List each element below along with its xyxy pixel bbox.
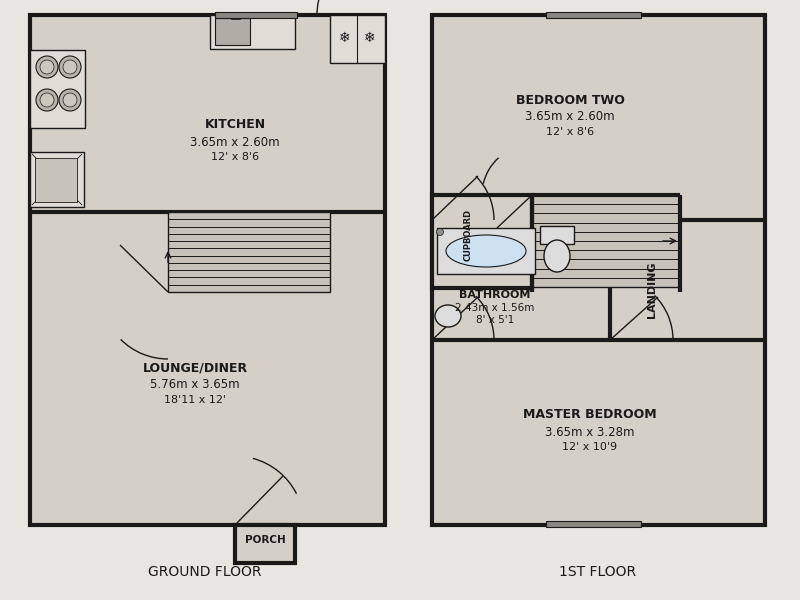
Bar [532, 195, 680, 287]
Text: CUPBOARD: CUPBOARD [463, 209, 473, 261]
Text: ❄: ❄ [339, 31, 351, 45]
Text: 12' x 8'6: 12' x 8'6 [546, 127, 594, 137]
Circle shape [40, 93, 54, 107]
Bar [540, 226, 574, 244]
Bar [30, 152, 84, 207]
Text: BEDROOM TWO: BEDROOM TWO [515, 94, 625, 107]
Bar [235, 525, 295, 563]
Text: ❄: ❄ [364, 31, 376, 45]
Ellipse shape [435, 305, 461, 327]
Bar [30, 15, 385, 525]
Bar [432, 195, 532, 288]
Text: 2.43m x 1.56m: 2.43m x 1.56m [455, 303, 534, 313]
Text: 12' x 8'6: 12' x 8'6 [211, 152, 259, 162]
Circle shape [59, 89, 81, 111]
Ellipse shape [544, 240, 570, 272]
Circle shape [36, 89, 58, 111]
Bar [215, 18, 250, 45]
Bar [30, 50, 85, 128]
Text: PORCH: PORCH [245, 535, 286, 545]
Text: LANDING: LANDING [647, 262, 657, 318]
Text: 1ST FLOOR: 1ST FLOOR [559, 565, 637, 579]
Circle shape [40, 60, 54, 74]
Text: KITCHEN: KITCHEN [205, 118, 266, 131]
Bar [330, 15, 385, 63]
Circle shape [63, 60, 77, 74]
Text: 5.76m x 3.65m: 5.76m x 3.65m [150, 379, 240, 391]
Bar [210, 15, 295, 49]
Bar [432, 15, 765, 525]
Circle shape [59, 56, 81, 78]
Text: 3.65m x 2.60m: 3.65m x 2.60m [525, 110, 615, 124]
Bar [35, 158, 77, 202]
Circle shape [437, 229, 443, 235]
Bar [546, 12, 641, 18]
Bar [437, 228, 535, 274]
Text: 3.65m x 2.60m: 3.65m x 2.60m [190, 136, 280, 148]
Text: 12' x 10'9: 12' x 10'9 [562, 442, 618, 452]
Bar [168, 212, 330, 292]
Bar [215, 12, 297, 18]
Text: 8' x 5'1: 8' x 5'1 [476, 315, 514, 325]
Text: 18'11 x 12': 18'11 x 12' [164, 395, 226, 405]
Circle shape [63, 93, 77, 107]
Text: GROUND FLOOR: GROUND FLOOR [148, 565, 262, 579]
Text: LOUNGE/DINER: LOUNGE/DINER [142, 361, 247, 374]
Text: 3.65m x 3.28m: 3.65m x 3.28m [546, 425, 634, 439]
Ellipse shape [446, 235, 526, 267]
Text: BATHROOM: BATHROOM [459, 290, 530, 300]
Text: MASTER BEDROOM: MASTER BEDROOM [523, 409, 657, 421]
Circle shape [36, 56, 58, 78]
Bar [546, 521, 641, 527]
